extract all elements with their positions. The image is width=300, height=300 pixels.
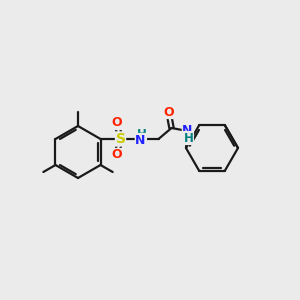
Text: H: H xyxy=(136,128,146,140)
Text: N: N xyxy=(182,124,193,136)
Text: O: O xyxy=(111,116,122,130)
Text: H: H xyxy=(184,131,194,145)
Text: O: O xyxy=(111,148,122,161)
Text: S: S xyxy=(116,132,125,146)
Text: N: N xyxy=(135,134,146,146)
Text: O: O xyxy=(163,106,174,118)
